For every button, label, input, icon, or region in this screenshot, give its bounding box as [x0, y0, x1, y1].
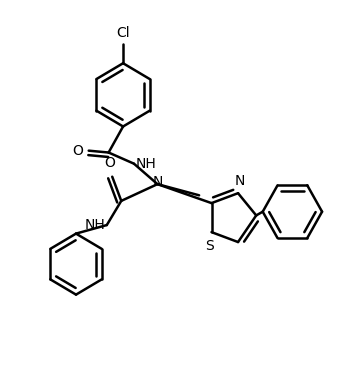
Text: O: O: [72, 144, 83, 158]
Text: NH: NH: [136, 157, 156, 171]
Text: N: N: [152, 175, 163, 189]
Text: Cl: Cl: [116, 26, 130, 40]
Text: O: O: [104, 156, 115, 170]
Text: NH: NH: [84, 218, 105, 232]
Text: S: S: [205, 239, 214, 253]
Text: N: N: [235, 174, 245, 187]
